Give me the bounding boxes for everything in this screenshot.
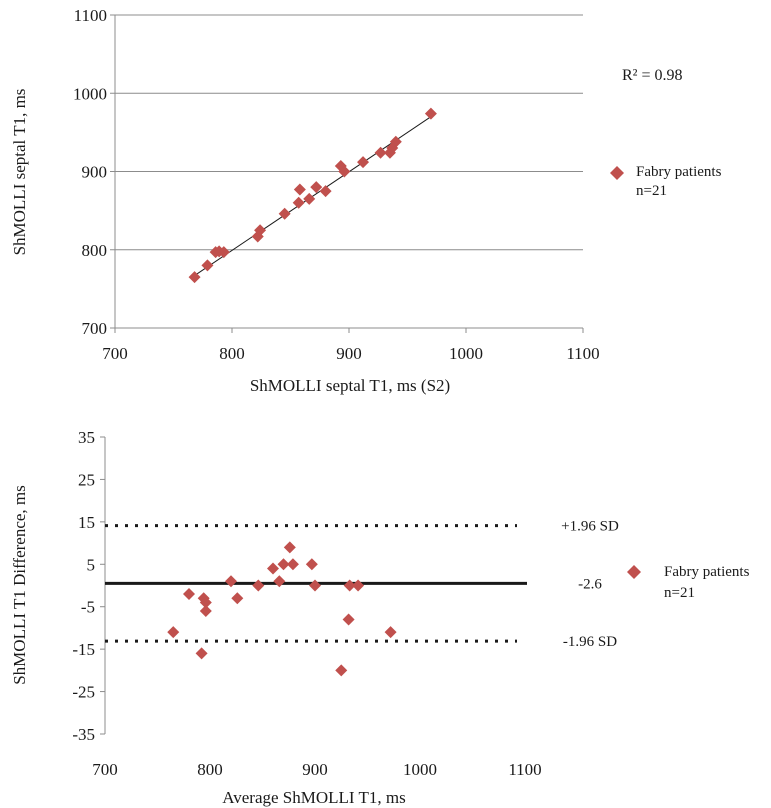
c1-data-point <box>319 185 332 198</box>
c2-y-tick-label: -15 <box>72 640 95 659</box>
c2-data-point <box>199 596 212 609</box>
c1-data-point <box>338 165 351 178</box>
c2-x-tick-label: 1000 <box>403 760 437 779</box>
c1-data-point <box>278 207 291 220</box>
c2-data-point <box>384 626 397 639</box>
c1-y-tick-label: 1100 <box>74 6 107 25</box>
c1-legend-label-line2: n=21 <box>636 183 667 199</box>
c2-x-tick-label: 700 <box>92 760 118 779</box>
c1-legend: Fabry patients n=21 <box>610 164 722 199</box>
c2-data-point <box>335 664 348 677</box>
c2-y-tick-label: -5 <box>81 598 95 617</box>
c1-legend-marker <box>610 166 624 180</box>
c1-x-tick-label: 800 <box>219 344 245 363</box>
c1-data-point <box>357 156 370 169</box>
c1-gridlines <box>115 14 583 251</box>
c2-reference-line-label: -2.6 <box>578 576 602 592</box>
c2-x-tick-label: 1100 <box>508 760 541 779</box>
c2-legend-marker <box>627 565 641 579</box>
c2-y-tick-label: -35 <box>72 725 95 744</box>
c2-y-tick-label: 25 <box>78 470 95 489</box>
c1-legend-label-line1: Fabry patients <box>636 164 722 180</box>
c2-data-points <box>167 541 397 677</box>
c2-data-point <box>167 626 180 639</box>
c1-data-point <box>374 146 387 159</box>
c1-y-tick-label: 1000 <box>73 84 107 103</box>
correlation-chart: 700 800 900 1000 1100 700 800 900 1000 1100 ShMO… <box>10 6 722 395</box>
c1-data-point <box>293 183 306 196</box>
c2-x-tick-labels: 700 800 900 1000 1100 <box>92 760 541 779</box>
c1-x-axis-title: ShMOLLI septal T1, ms (S2) <box>250 376 450 395</box>
c2-legend: Fabry patients n=21 <box>627 564 750 601</box>
c2-y-tick-label: -25 <box>72 683 95 702</box>
c1-y-tick-label: 700 <box>82 319 108 338</box>
c2-y-axis-title: ShMOLLI T1 Difference, ms <box>10 485 29 685</box>
c2-y-tick-label: 35 <box>78 428 95 447</box>
c1-x-tick-labels: 700 800 900 1000 1100 <box>102 328 600 363</box>
c2-data-point <box>183 587 195 600</box>
c2-data-point <box>342 613 355 626</box>
c1-data-point <box>424 107 437 120</box>
c1-x-tick-label: 1100 <box>566 344 599 363</box>
c1-data-point <box>217 246 230 259</box>
c1-x-tick-label: 900 <box>336 344 362 363</box>
c2-data-point <box>267 562 279 575</box>
c2-x-axis-title: Average ShMOLLI T1, ms <box>222 788 406 807</box>
c2-data-point <box>277 558 290 571</box>
c1-data-point <box>303 192 316 205</box>
c2-data-point <box>231 592 244 605</box>
c2-data-point <box>283 541 296 554</box>
c2-y-tick-labels: -35 -25 -15 -5 5 15 25 35 <box>72 428 105 744</box>
c1-x-tick-label: 1000 <box>449 344 483 363</box>
c2-y-tick-label: 5 <box>87 555 96 574</box>
c1-y-axis-title: ShMOLLI septal T1, ms <box>10 89 29 256</box>
bland-altman-chart: 700 800 900 1000 1100 -35 -25 -15 -5 5 15 25 35 +1.… <box>10 428 750 807</box>
c2-reference-line-label: +1.96 SD <box>561 519 619 535</box>
c2-data-point <box>225 575 237 588</box>
c2-reference-line-label: -1.96 SD <box>563 634 617 650</box>
c1-data-point <box>254 224 267 237</box>
c1-data-point <box>188 271 201 284</box>
c1-data-point <box>201 259 214 272</box>
c2-x-tick-label: 800 <box>197 760 223 779</box>
c2-data-point <box>273 575 286 588</box>
c2-data-point <box>286 558 299 571</box>
c2-data-point <box>199 604 212 617</box>
c1-data-point <box>292 196 305 209</box>
c2-data-point <box>252 579 265 592</box>
c1-r-squared-annotation: R² = 0.98 <box>622 67 683 84</box>
c1-data-points <box>188 107 437 284</box>
c2-x-tick-label: 900 <box>302 760 328 779</box>
c2-data-point <box>195 647 208 660</box>
c1-y-tick-labels: 700 800 900 1000 1100 <box>73 6 115 338</box>
c2-data-point <box>343 579 356 592</box>
c2-data-point <box>309 579 321 592</box>
c2-legend-label-line2: n=21 <box>664 585 695 601</box>
c1-data-point <box>389 135 402 148</box>
c2-legend-label-line1: Fabry patients <box>664 564 750 580</box>
c1-y-tick-label: 900 <box>82 163 108 182</box>
c1-data-point <box>310 181 323 194</box>
c1-y-tick-label: 800 <box>82 241 108 260</box>
c2-data-point <box>352 579 365 592</box>
c2-y-tick-label: 15 <box>78 513 95 532</box>
c1-x-tick-label: 700 <box>102 344 128 363</box>
c2-data-point <box>305 558 318 571</box>
